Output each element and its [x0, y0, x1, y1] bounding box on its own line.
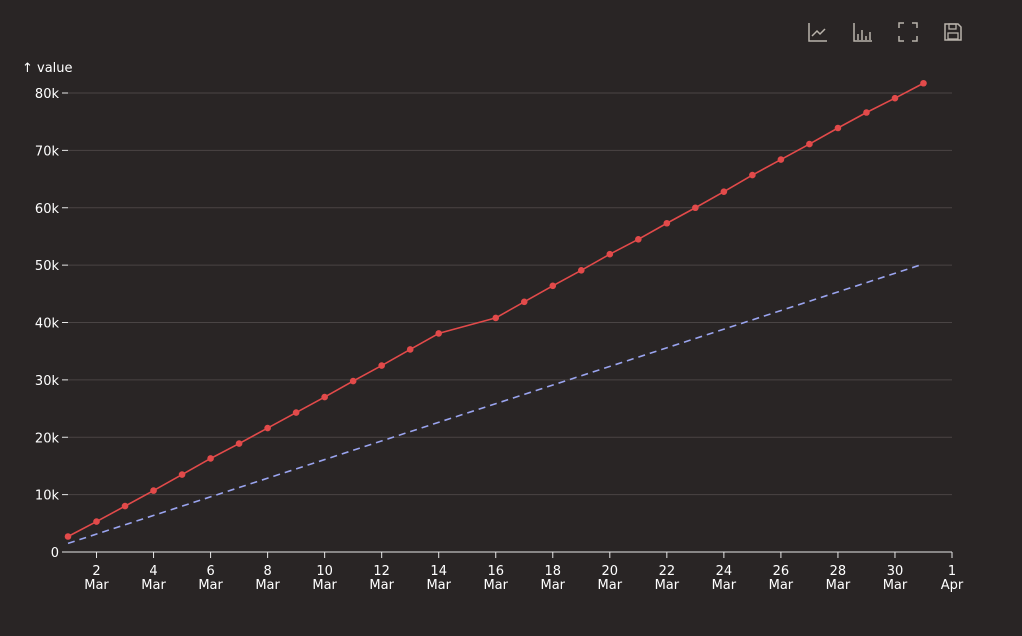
series-1-point: [520, 298, 528, 306]
x-tick-label-day: 12: [373, 564, 390, 579]
series-1-point: [64, 533, 72, 540]
series-1-point: [549, 282, 557, 290]
series-1-point: [406, 346, 414, 353]
icon-label: [947, 32, 959, 40]
x-tick-label-month: Apr: [941, 578, 964, 593]
icon-axes: [853, 23, 872, 42]
axes: 010k20k30k40k50k60k70k80k2Mar4Mar6Mar8Ma…: [35, 87, 964, 593]
x-tick-label-month: Mar: [655, 578, 680, 593]
x-tick-label-day: 8: [263, 564, 271, 579]
series-1-point: [292, 409, 300, 416]
y-axis-title: ↑ value: [22, 61, 73, 76]
series-1-point: [806, 140, 813, 148]
series-1-point: [321, 393, 328, 401]
x-tick-label-day: 14: [430, 564, 447, 579]
series-1-point: [93, 518, 100, 525]
y-tick-label: 60k: [35, 202, 60, 217]
x-tick-label-day: 6: [206, 564, 214, 579]
y-tick-label: 50k: [35, 259, 60, 274]
x-tick-label-month: Mar: [84, 578, 109, 593]
x-tick-label-month: Mar: [598, 578, 623, 593]
x-tick-label-day: 24: [716, 564, 733, 579]
series-1-point: [492, 314, 500, 322]
y-tick-label: 70k: [35, 144, 60, 159]
x-tick-label-day: 18: [545, 564, 562, 579]
line-chart-icon[interactable]: [805, 19, 831, 45]
x-tick-label-day: 22: [659, 564, 676, 579]
x-tick-label-month: Mar: [883, 578, 908, 593]
icon-trend: [811, 28, 826, 37]
series-1-point: [891, 94, 899, 102]
series-1-point: [264, 424, 271, 432]
x-tick-label-day: 26: [773, 564, 790, 579]
series-1-point: [435, 330, 443, 337]
x-tick-label-day: 10: [316, 564, 333, 579]
series-1-point: [777, 156, 785, 163]
x-tick-label-day: 30: [887, 564, 904, 579]
x-tick-label-day: 20: [602, 564, 619, 579]
icon-corner: [898, 36, 904, 42]
toolbar-hit-area[interactable]: [940, 19, 966, 45]
y-tick-label: 20k: [35, 431, 60, 446]
bar-chart-icon[interactable]: [850, 19, 876, 45]
x-tick-label-month: Mar: [712, 578, 737, 593]
series-1-point: [720, 188, 728, 195]
icon-corner: [912, 22, 918, 28]
series-1-line: [67, 82, 924, 538]
icon-corner: [912, 36, 918, 42]
series-1-point: [121, 502, 129, 510]
series-1-point: [749, 171, 756, 179]
fullscreen-icon[interactable]: [895, 19, 921, 45]
series-2-line: [67, 263, 924, 545]
series-1-point: [378, 362, 385, 369]
series-1-point: [663, 219, 671, 227]
series-1-point: [606, 250, 614, 258]
y-tick-label: 10k: [35, 489, 60, 504]
series-1-point: [863, 109, 870, 116]
series-1-point: [577, 266, 585, 274]
series-1-point: [178, 471, 186, 478]
x-tick-label-day: 28: [830, 564, 847, 579]
save-icon[interactable]: [940, 19, 966, 45]
x-tick-label-day: 16: [487, 564, 504, 579]
x-tick-label-day: 4: [149, 564, 157, 579]
series-layer: [64, 79, 927, 545]
x-tick-label-month: Mar: [312, 578, 337, 593]
series-1-point: [834, 124, 842, 132]
x-tick-label-month: Mar: [255, 578, 280, 593]
y-tick-label: 80k: [35, 87, 60, 102]
series-1-point: [692, 204, 699, 212]
series-1-point: [150, 487, 157, 494]
y-tick-label: 30k: [35, 374, 60, 389]
x-tick-label-day: 2: [92, 564, 100, 579]
series-1-point: [235, 440, 243, 447]
x-tick-label-month: Mar: [369, 578, 394, 593]
series-1-point: [349, 377, 357, 385]
x-tick-label-month: Mar: [483, 578, 508, 593]
series-1-point: [207, 455, 214, 462]
series-1-point: [920, 79, 927, 87]
x-tick-label-day: 1: [948, 564, 956, 579]
gridlines: [68, 92, 952, 496]
x-tick-label-month: Mar: [198, 578, 223, 593]
x-tick-label-month: Mar: [426, 578, 451, 593]
icon-corner: [898, 22, 904, 28]
series-1-point: [635, 236, 642, 243]
x-tick-label-month: Mar: [769, 578, 794, 593]
icon-shutter: [948, 23, 957, 30]
x-tick-label-month: Mar: [541, 578, 566, 593]
x-tick-label-month: Mar: [141, 578, 166, 593]
icon-axes: [808, 23, 827, 42]
x-tick-label-month: Mar: [826, 578, 851, 593]
y-tick-label: 40k: [35, 317, 60, 332]
y-tick-label: 0: [51, 546, 59, 561]
chart-toolbar: [805, 19, 966, 45]
